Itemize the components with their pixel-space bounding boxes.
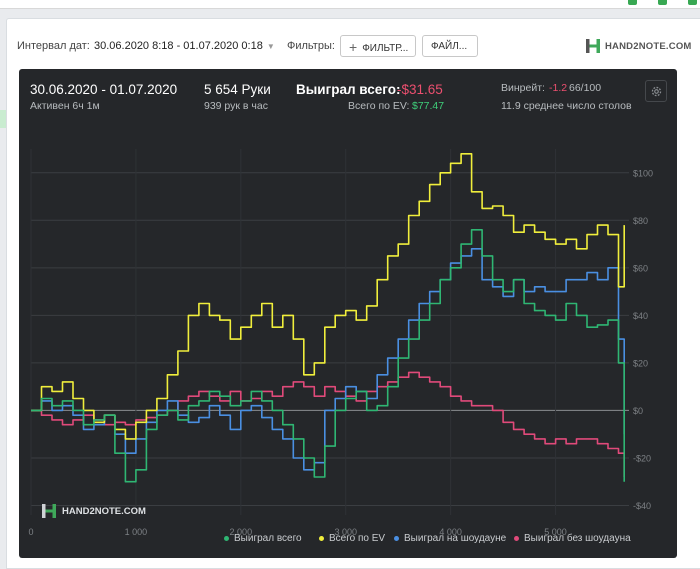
x-tick-label: 0	[28, 527, 33, 537]
filter-button-label: ФИЛЬТР...	[362, 43, 409, 54]
legend-item-nonshowdown[interactable]: Выиграл без шоудауна	[514, 533, 631, 544]
x-tick-label: 2 000	[230, 527, 253, 537]
results-chart: 30.06.2020 - 01.07.2020 Активен 6ч 1м 5 …	[19, 69, 677, 558]
legend-label-ev: Всего по EV	[329, 533, 386, 544]
y-tick-label: -$40	[633, 501, 651, 511]
series-line-nonshowdown	[31, 371, 625, 477]
chart-watermark: HAND2NOTE.COM	[41, 503, 146, 519]
legend-label-total: Выиграл всего	[234, 533, 302, 544]
stats-winrate-label: Винрейт:	[501, 82, 545, 94]
window-indicator-2	[658, 0, 667, 5]
stats-winrate-value: -1.2	[549, 82, 568, 94]
stats-active-time: Активен 6ч 1м	[30, 100, 100, 112]
y-tick-label: $0	[633, 406, 643, 416]
watermark-logo-icon	[42, 504, 56, 518]
legend-item-showdown[interactable]: Выиграл на шоудауне	[394, 533, 506, 544]
window-indicator-3	[688, 0, 697, 5]
y-tick-label: $80	[633, 216, 648, 226]
legend-dot-nonshowdown	[514, 536, 519, 541]
date-interval-select[interactable]: 30.06.2020 8:18 - 01.07.2020 0:18 ▼	[94, 40, 275, 52]
file-button[interactable]: ФАЙЛ...	[422, 35, 478, 57]
stats-hands-per-hour: 939 рук в час	[204, 100, 268, 112]
stats-ev-label: Всего по EV:	[348, 100, 410, 112]
legend-label-showdown: Выиграл на шоудауне	[404, 533, 507, 544]
file-button-label: ФАЙЛ...	[431, 41, 468, 52]
legend-dot-ev	[319, 536, 324, 541]
stats-hands: 5 654 Руки	[204, 82, 271, 97]
legend-dot-total	[224, 536, 229, 541]
left-accent-strip	[0, 110, 6, 128]
stats-won-label: Выиграл всего:	[296, 82, 401, 97]
graph-panel: Интервал дат: 30.06.2020 8:18 - 01.07.20…	[6, 18, 700, 569]
x-tick-label: 1 000	[125, 527, 148, 537]
watermark-text: HAND2NOTE.COM	[62, 505, 146, 517]
hand2note-logo: HAND2NOTE.COM	[585, 37, 692, 55]
filters-label: Фильтры:	[287, 40, 335, 52]
date-interval-value: 30.06.2020 8:18 - 01.07.2020 0:18	[94, 40, 263, 52]
stats-winrate-unit: 66/100	[569, 82, 602, 94]
x-tick-label: 5 000	[544, 527, 567, 537]
legend-dot-showdown	[394, 536, 399, 541]
filter-button[interactable]: + ФИЛЬТР...	[340, 35, 416, 57]
hand2note-logo-text: HAND2NOTE.COM	[605, 40, 692, 52]
window-topbar	[0, 0, 700, 9]
y-tick-label: $100	[633, 168, 653, 178]
y-tick-label: $20	[633, 358, 648, 368]
y-tick-label: $60	[633, 263, 648, 273]
series-line-total	[31, 229, 625, 483]
x-tick-label: 3 000	[334, 527, 357, 537]
chart-plot: -$40 -$20 $0 $20 $40 $60 $80 $100 0 1 000 2 000 3 0…	[28, 149, 653, 537]
plus-icon: +	[349, 39, 358, 55]
stats-ev-value: $77.47	[412, 100, 445, 112]
x-tick-label: 4 000	[439, 527, 462, 537]
y-tick-label: -$20	[633, 453, 651, 463]
stats-date-range: 30.06.2020 - 01.07.2020	[30, 82, 178, 97]
hand2note-logo-icon	[586, 39, 600, 53]
series-line-ev	[31, 153, 625, 440]
stats-avg-tables: 11.9 среднее число столов	[501, 100, 632, 112]
legend-item-total[interactable]: Выиграл всего	[224, 533, 302, 544]
legend-item-ev[interactable]: Всего по EV	[319, 533, 385, 544]
y-tick-label: $40	[633, 311, 648, 321]
gear-icon	[651, 86, 661, 96]
date-interval-label: Интервал дат:	[17, 40, 90, 52]
legend-label-nonshowdown: Выиграл без шоудауна	[524, 533, 631, 544]
chart-settings-button[interactable]	[645, 80, 667, 102]
chevron-down-icon: ▼	[266, 42, 275, 51]
window-indicator-1	[628, 0, 637, 5]
toolbar: Интервал дат: 30.06.2020 8:18 - 01.07.20…	[7, 19, 700, 69]
stats-won-value: -$31.65	[397, 82, 443, 97]
